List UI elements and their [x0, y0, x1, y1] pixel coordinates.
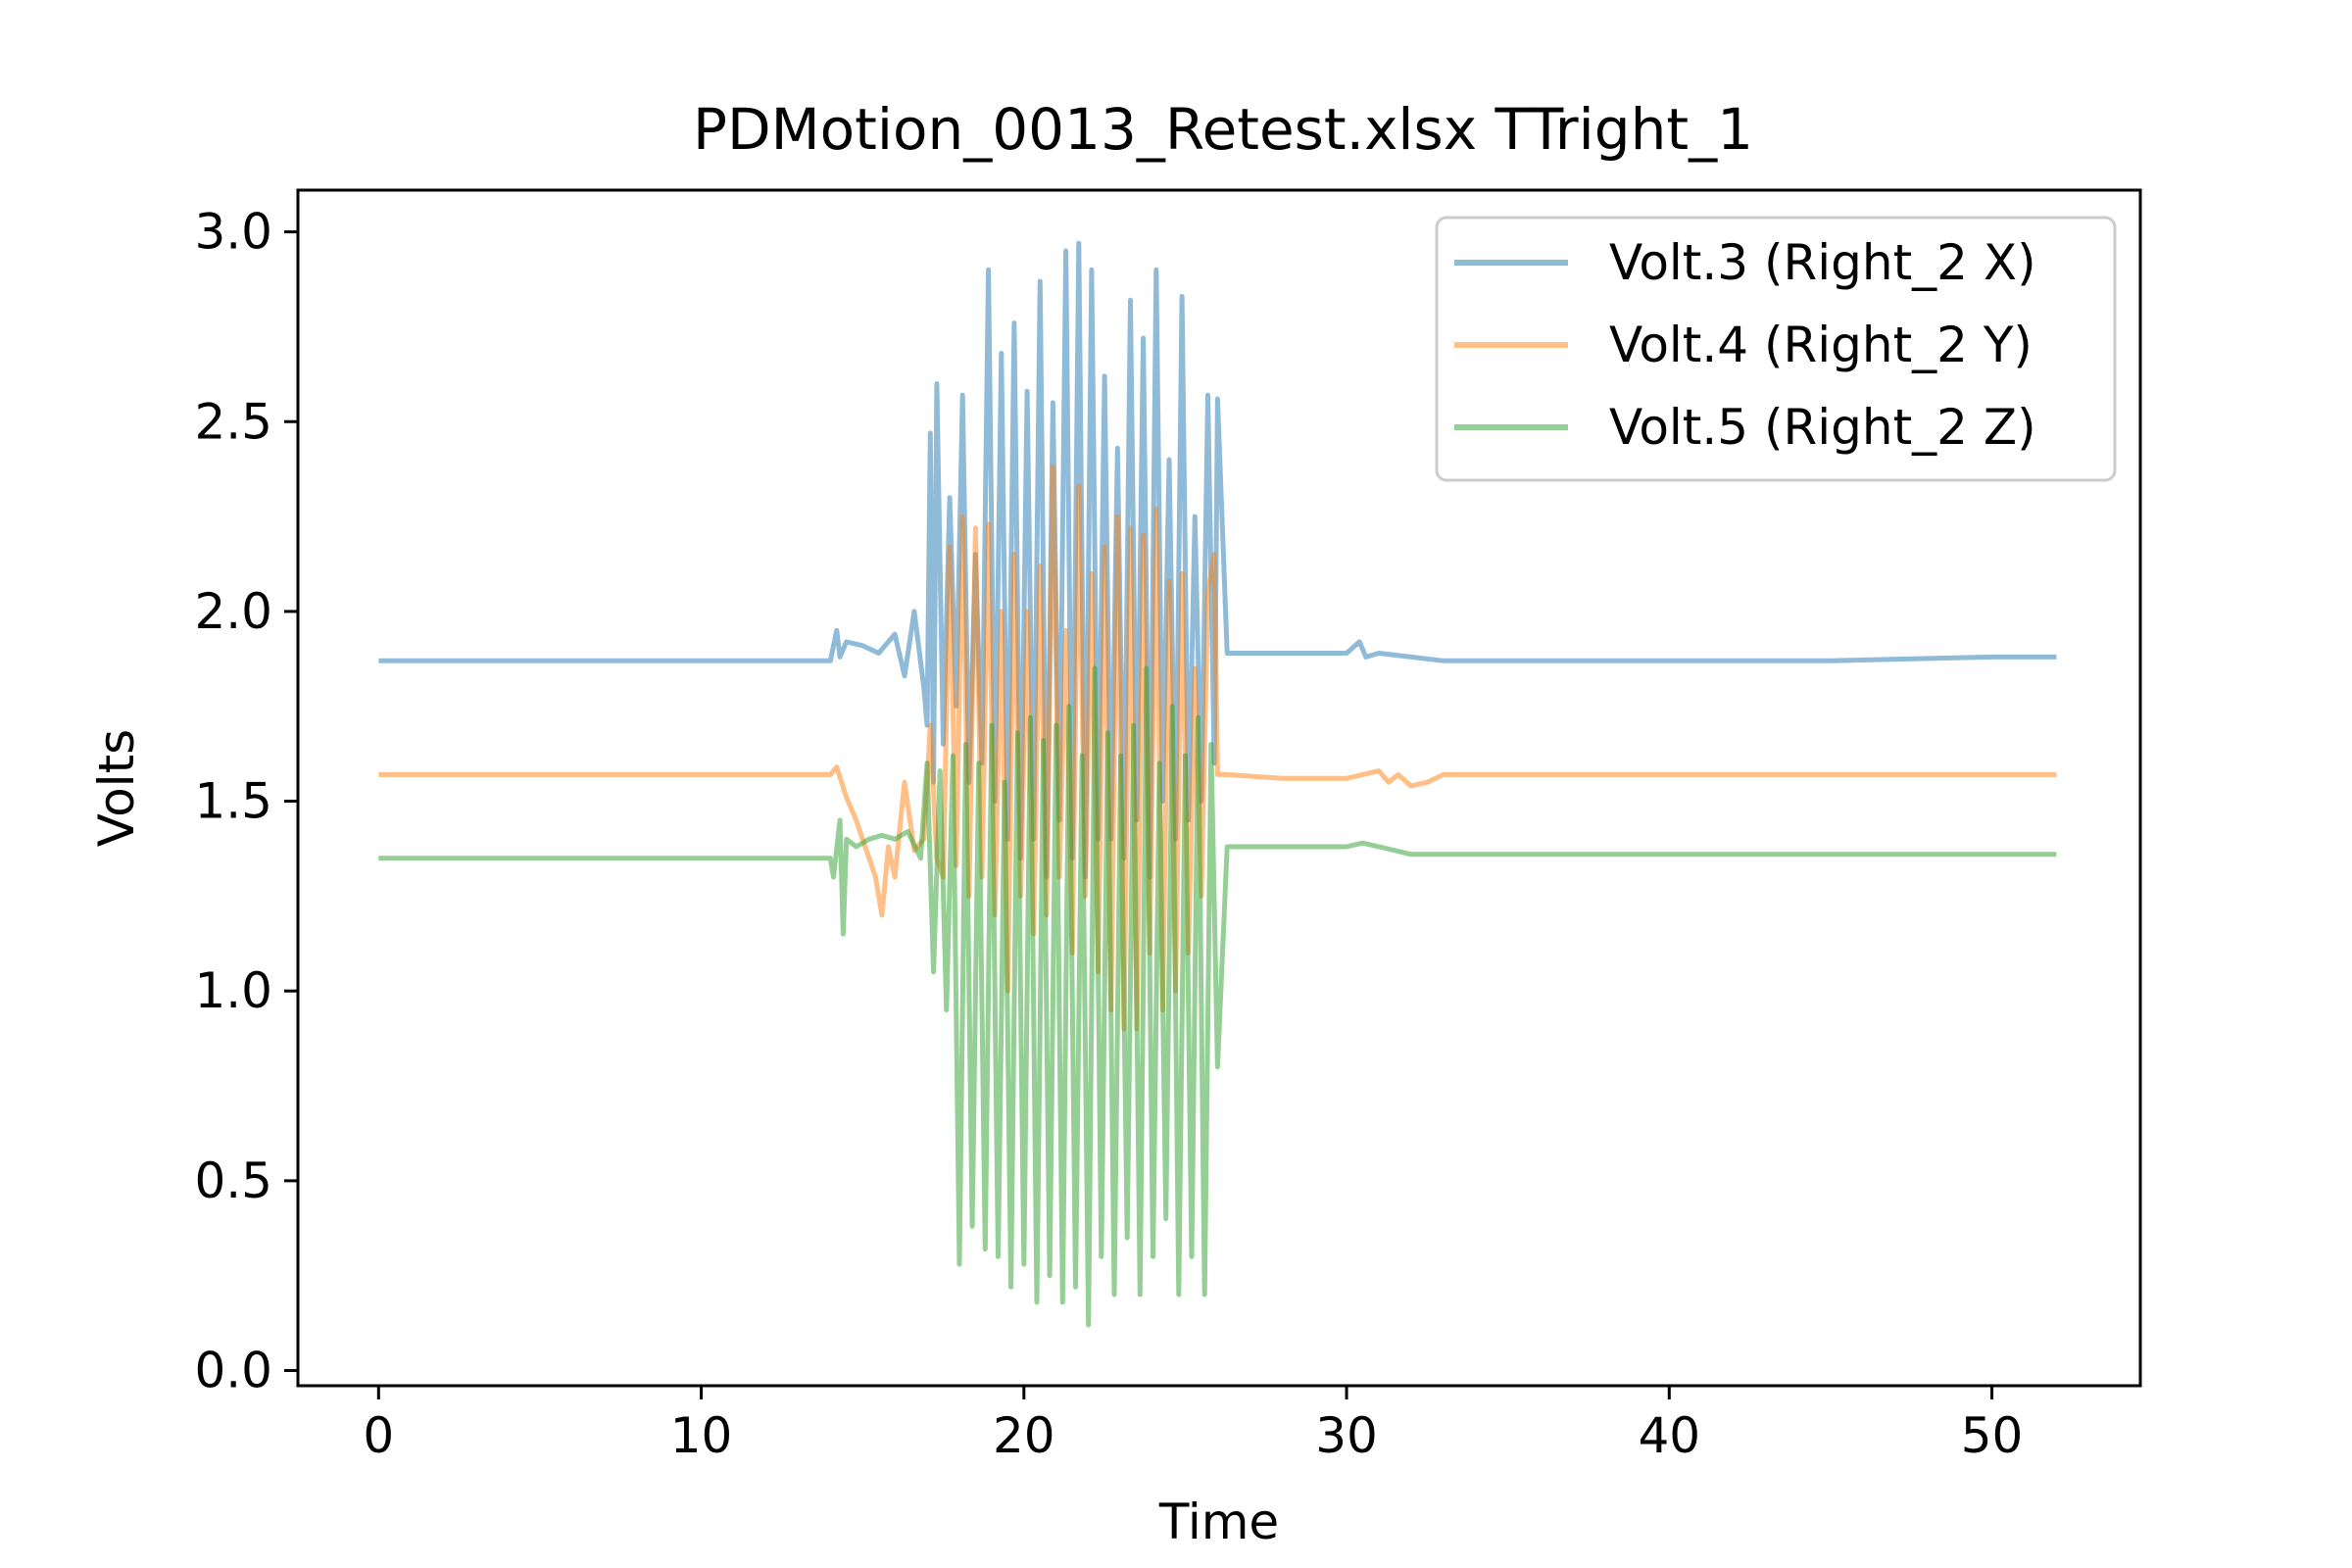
x-tick-label: 0 — [363, 1407, 394, 1464]
y-tick-label: 3.0 — [194, 204, 272, 261]
series-line-1 — [378, 240, 2057, 880]
y-tick-label: 2.0 — [194, 583, 272, 640]
x-axis-label: Time — [1158, 1494, 1279, 1550]
x-tick-label: 10 — [670, 1407, 733, 1464]
series-layer — [378, 240, 2057, 1328]
series-line-3 — [378, 665, 2057, 1328]
x-tick-label: 40 — [1638, 1407, 1700, 1464]
y-tick-label: 0.0 — [194, 1343, 272, 1399]
legend: Volt.3 (Right_2 X) Volt.4 (Right_2 Y) Volt… — [1435, 216, 2117, 482]
legend-items: Volt.3 (Right_2 X) Volt.4 (Right_2 Y) Volt… — [1454, 234, 2036, 456]
legend-label-2: Volt.4 (Right_2 Y) — [1609, 317, 2033, 373]
x-axis: 0 10 20 30 40 50 — [363, 1386, 2023, 1464]
legend-label-1: Volt.3 (Right_2 X) — [1609, 234, 2036, 291]
y-tick-label: 1.5 — [194, 773, 272, 830]
y-tick-label: 0.5 — [194, 1152, 272, 1209]
axes-frame — [296, 188, 2142, 1388]
legend-box — [1435, 216, 2117, 482]
x-tick-label: 20 — [993, 1407, 1055, 1464]
x-tick-label: 50 — [1961, 1407, 2024, 1464]
y-tick-label: 2.5 — [194, 393, 272, 450]
y-axis: 0.0 0.5 1.0 1.5 2.0 2.5 3.0 — [194, 204, 298, 1399]
x-tick-label: 30 — [1315, 1407, 1378, 1464]
y-tick-label: 1.0 — [194, 962, 272, 1019]
y-axis-label: Volts — [88, 729, 145, 847]
plot-area — [296, 188, 2142, 1388]
chart-title: PDMotion_0013_Retest.xlsx TTright_1 — [693, 96, 1753, 163]
legend-label-3: Volt.5 (Right_2 Z) — [1609, 399, 2036, 456]
